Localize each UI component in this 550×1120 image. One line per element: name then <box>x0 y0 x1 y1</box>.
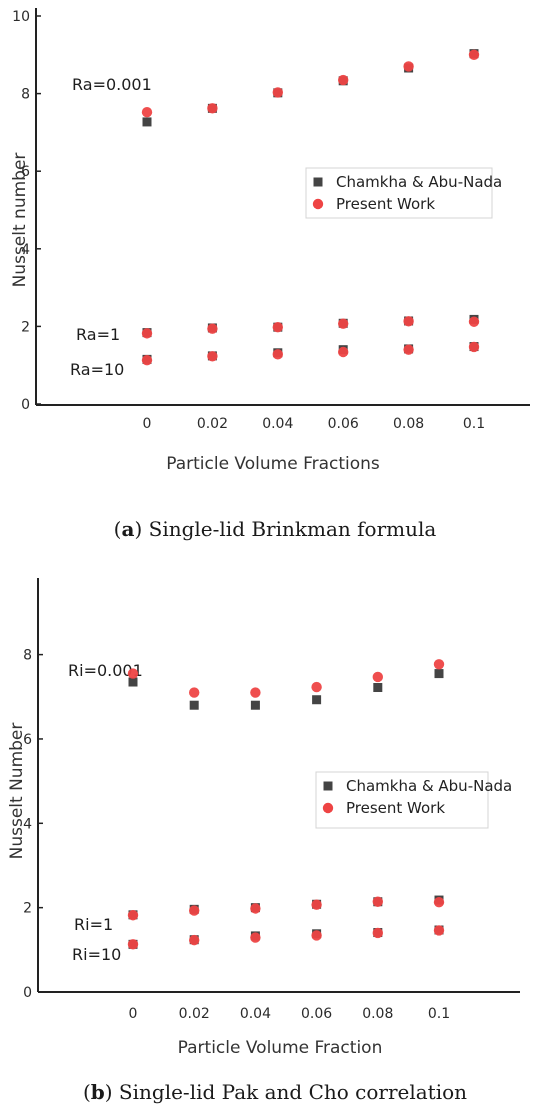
chart-b-point-circle <box>189 687 200 698</box>
chart-a-point-circle <box>141 107 153 118</box>
chart-a-y-tick-label: 8 <box>21 87 30 103</box>
chart-a-annotation: Ra=0.001 <box>72 75 152 94</box>
chart-b-point-square <box>189 700 199 710</box>
chart-a-x-tick-label: 0 <box>143 416 152 432</box>
chart-a-point-circle <box>207 323 218 334</box>
chart-a-point-circle <box>338 318 349 329</box>
chart-a-point-circle <box>207 351 218 362</box>
chart-b-point-circle <box>311 899 322 910</box>
chart-a-point-circle <box>468 316 480 327</box>
chart-a-point-circle <box>272 321 283 333</box>
chart-a-x-tick-label: 0.02 <box>197 416 228 432</box>
chart-b-annotation: Ri=1 <box>74 915 113 934</box>
chart-a-x-tick-label: 0.04 <box>262 416 293 432</box>
chart-a-point-circle <box>403 344 414 355</box>
chart-a-point-square <box>142 117 152 127</box>
chart-a-legend-marker-square <box>313 177 323 187</box>
chart-b-x-axis-label: Particle Volume Fraction <box>178 1038 383 1058</box>
chart-b-legend-marker-square <box>323 781 333 791</box>
chart-b-point-circle <box>372 896 383 907</box>
chart-a-point-circle <box>468 341 480 353</box>
chart-b-x-tick-label: 0.04 <box>240 1006 271 1022</box>
caption-a-text: Single-lid Brinkman formula <box>148 517 437 541</box>
chart-a-point-circle <box>468 49 480 60</box>
chart-a-y-tick-label: 2 <box>21 319 30 335</box>
caption-b: (b) Single-lid Pak and Cho correlation <box>82 1080 468 1104</box>
chart-a-y-tick-label: 0 <box>21 397 30 413</box>
chart-b-point-circle <box>189 905 200 916</box>
chart-b-point-square <box>373 683 383 693</box>
chart-b-y-tick-label: 0 <box>23 985 32 1001</box>
caption-b-letter: b <box>90 1080 105 1104</box>
chart-a-legend-label: Chamkha & Abu-Nada <box>336 173 502 191</box>
chart-b: Particle Volume Fraction Nusselt Number 0… <box>7 578 520 1058</box>
chart-a-point-circle <box>403 316 414 327</box>
chart-b-point-circle <box>433 925 445 936</box>
chart-b-point-circle <box>433 659 445 670</box>
chart-a-point-circle <box>403 61 414 72</box>
caption-b-text: Single-lid Pak and Cho correlation <box>118 1080 468 1104</box>
chart-b-point-circle <box>127 910 139 921</box>
chart-b-legend-label: Present Work <box>346 799 445 817</box>
chart-a-legend-marker-circle <box>312 198 324 210</box>
chart-b-y-tick-label: 2 <box>23 901 32 917</box>
chart-a-point-circle <box>207 103 218 114</box>
chart-a-annotation: Ra=1 <box>76 325 120 344</box>
caption-a: (a) Single-lid Brinkman formula <box>113 517 437 541</box>
chart-a-y-tick-label: 10 <box>12 9 30 25</box>
chart-b-point-square <box>434 669 444 679</box>
chart-b-point-circle <box>250 903 261 914</box>
chart-b-legend-label: Chamkha & Abu-Nada <box>346 777 512 795</box>
chart-a-y-tick-label: 4 <box>21 242 30 258</box>
chart-b-point-circle <box>372 927 383 939</box>
chart-b-point-square <box>128 677 138 687</box>
chart-a-legend-box <box>305 167 493 219</box>
chart-b-point-circle <box>433 896 445 908</box>
chart-b-point-circle <box>311 681 322 693</box>
chart-b-annotation: Ri=0.001 <box>68 661 143 680</box>
chart-b-annotation: Ri=10 <box>72 945 121 964</box>
chart-a-x-tick-label: 0.08 <box>393 416 424 432</box>
chart-a-point-circle <box>338 74 349 86</box>
chart-b-point-circle <box>372 671 383 683</box>
chart-b-legend-marker-circle <box>322 802 334 814</box>
chart-b-point-circle <box>250 687 261 698</box>
chart-b-point-square <box>250 700 260 710</box>
chart-b-point-square <box>312 695 322 705</box>
chart-a-point-circle <box>338 346 349 358</box>
chart-b-y-tick-label: 8 <box>23 648 32 664</box>
chart-a-y-axis-label: Nusselt number <box>10 153 30 288</box>
chart-b-legend-box <box>315 771 489 829</box>
chart-a-point-circle <box>272 349 283 360</box>
chart-b-point-circle <box>127 668 139 679</box>
chart-b-point-circle <box>250 932 261 943</box>
chart-a-point-circle <box>272 87 283 98</box>
chart-a-point-circle <box>141 328 153 339</box>
chart-b-x-tick-label: 0.1 <box>428 1006 450 1022</box>
chart-b-point-circle <box>311 930 322 941</box>
chart-b-y-axis-label: Nusselt Number <box>7 723 27 860</box>
chart-a-x-tick-label: 0.1 <box>463 416 485 432</box>
chart-a-x-axis-label: Particle Volume Fractions <box>166 454 380 474</box>
chart-b-x-tick-label: 0.06 <box>301 1006 332 1022</box>
chart-a-legend-label: Present Work <box>336 195 435 213</box>
chart-b-point-circle <box>189 934 200 946</box>
chart-a-point-circle <box>141 354 153 366</box>
chart-b-y-tick-label: 6 <box>23 732 32 748</box>
chart-a-annotation: Ra=10 <box>70 360 124 379</box>
chart-b-x-tick-label: 0.08 <box>362 1006 393 1022</box>
chart-b-y-tick-label: 4 <box>23 816 32 832</box>
caption-a-letter: a <box>121 517 135 541</box>
chart-b-x-tick-label: 0.02 <box>179 1006 210 1022</box>
chart-a-x-tick-label: 0.06 <box>328 416 359 432</box>
chart-a-y-tick-label: 6 <box>21 164 30 180</box>
chart-b-x-tick-label: 0 <box>129 1006 138 1022</box>
chart-b-point-circle <box>127 939 139 950</box>
